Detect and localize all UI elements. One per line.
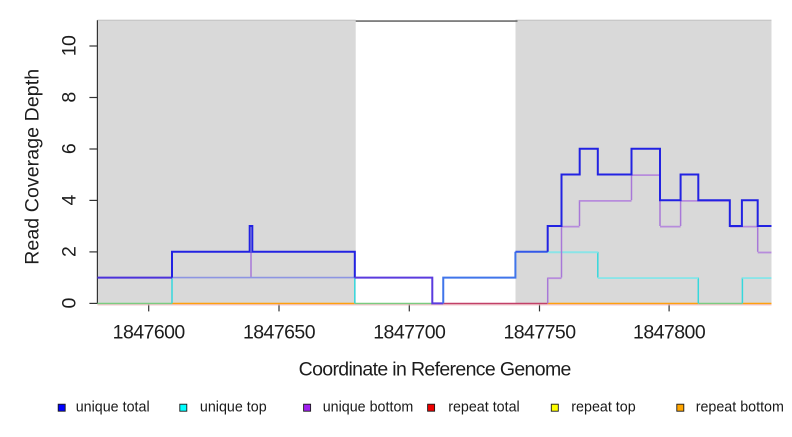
svg-text:1847600: 1847600 (113, 322, 186, 344)
svg-text:unique bottom: unique bottom (323, 400, 414, 416)
svg-text:4: 4 (59, 195, 81, 206)
svg-text:unique total: unique total (76, 400, 150, 416)
svg-text:1847750: 1847750 (503, 322, 576, 344)
svg-text:6: 6 (59, 144, 81, 154)
svg-text:repeat top: repeat top (571, 400, 635, 416)
svg-text:10: 10 (59, 35, 81, 56)
svg-text:repeat bottom: repeat bottom (696, 400, 784, 416)
svg-text:8: 8 (59, 92, 81, 102)
svg-text:unique top: unique top (200, 400, 267, 416)
svg-text:2: 2 (59, 247, 81, 257)
svg-text:Coordinate in Reference Genome: Coordinate in Reference Genome (299, 359, 571, 381)
svg-text:1847800: 1847800 (633, 322, 706, 344)
svg-text:1847650: 1847650 (243, 322, 316, 344)
svg-text:0: 0 (59, 298, 81, 309)
svg-text:repeat total: repeat total (448, 400, 520, 416)
svg-text:Read Coverage Depth: Read Coverage Depth (21, 69, 43, 265)
svg-text:1847700: 1847700 (373, 322, 446, 344)
